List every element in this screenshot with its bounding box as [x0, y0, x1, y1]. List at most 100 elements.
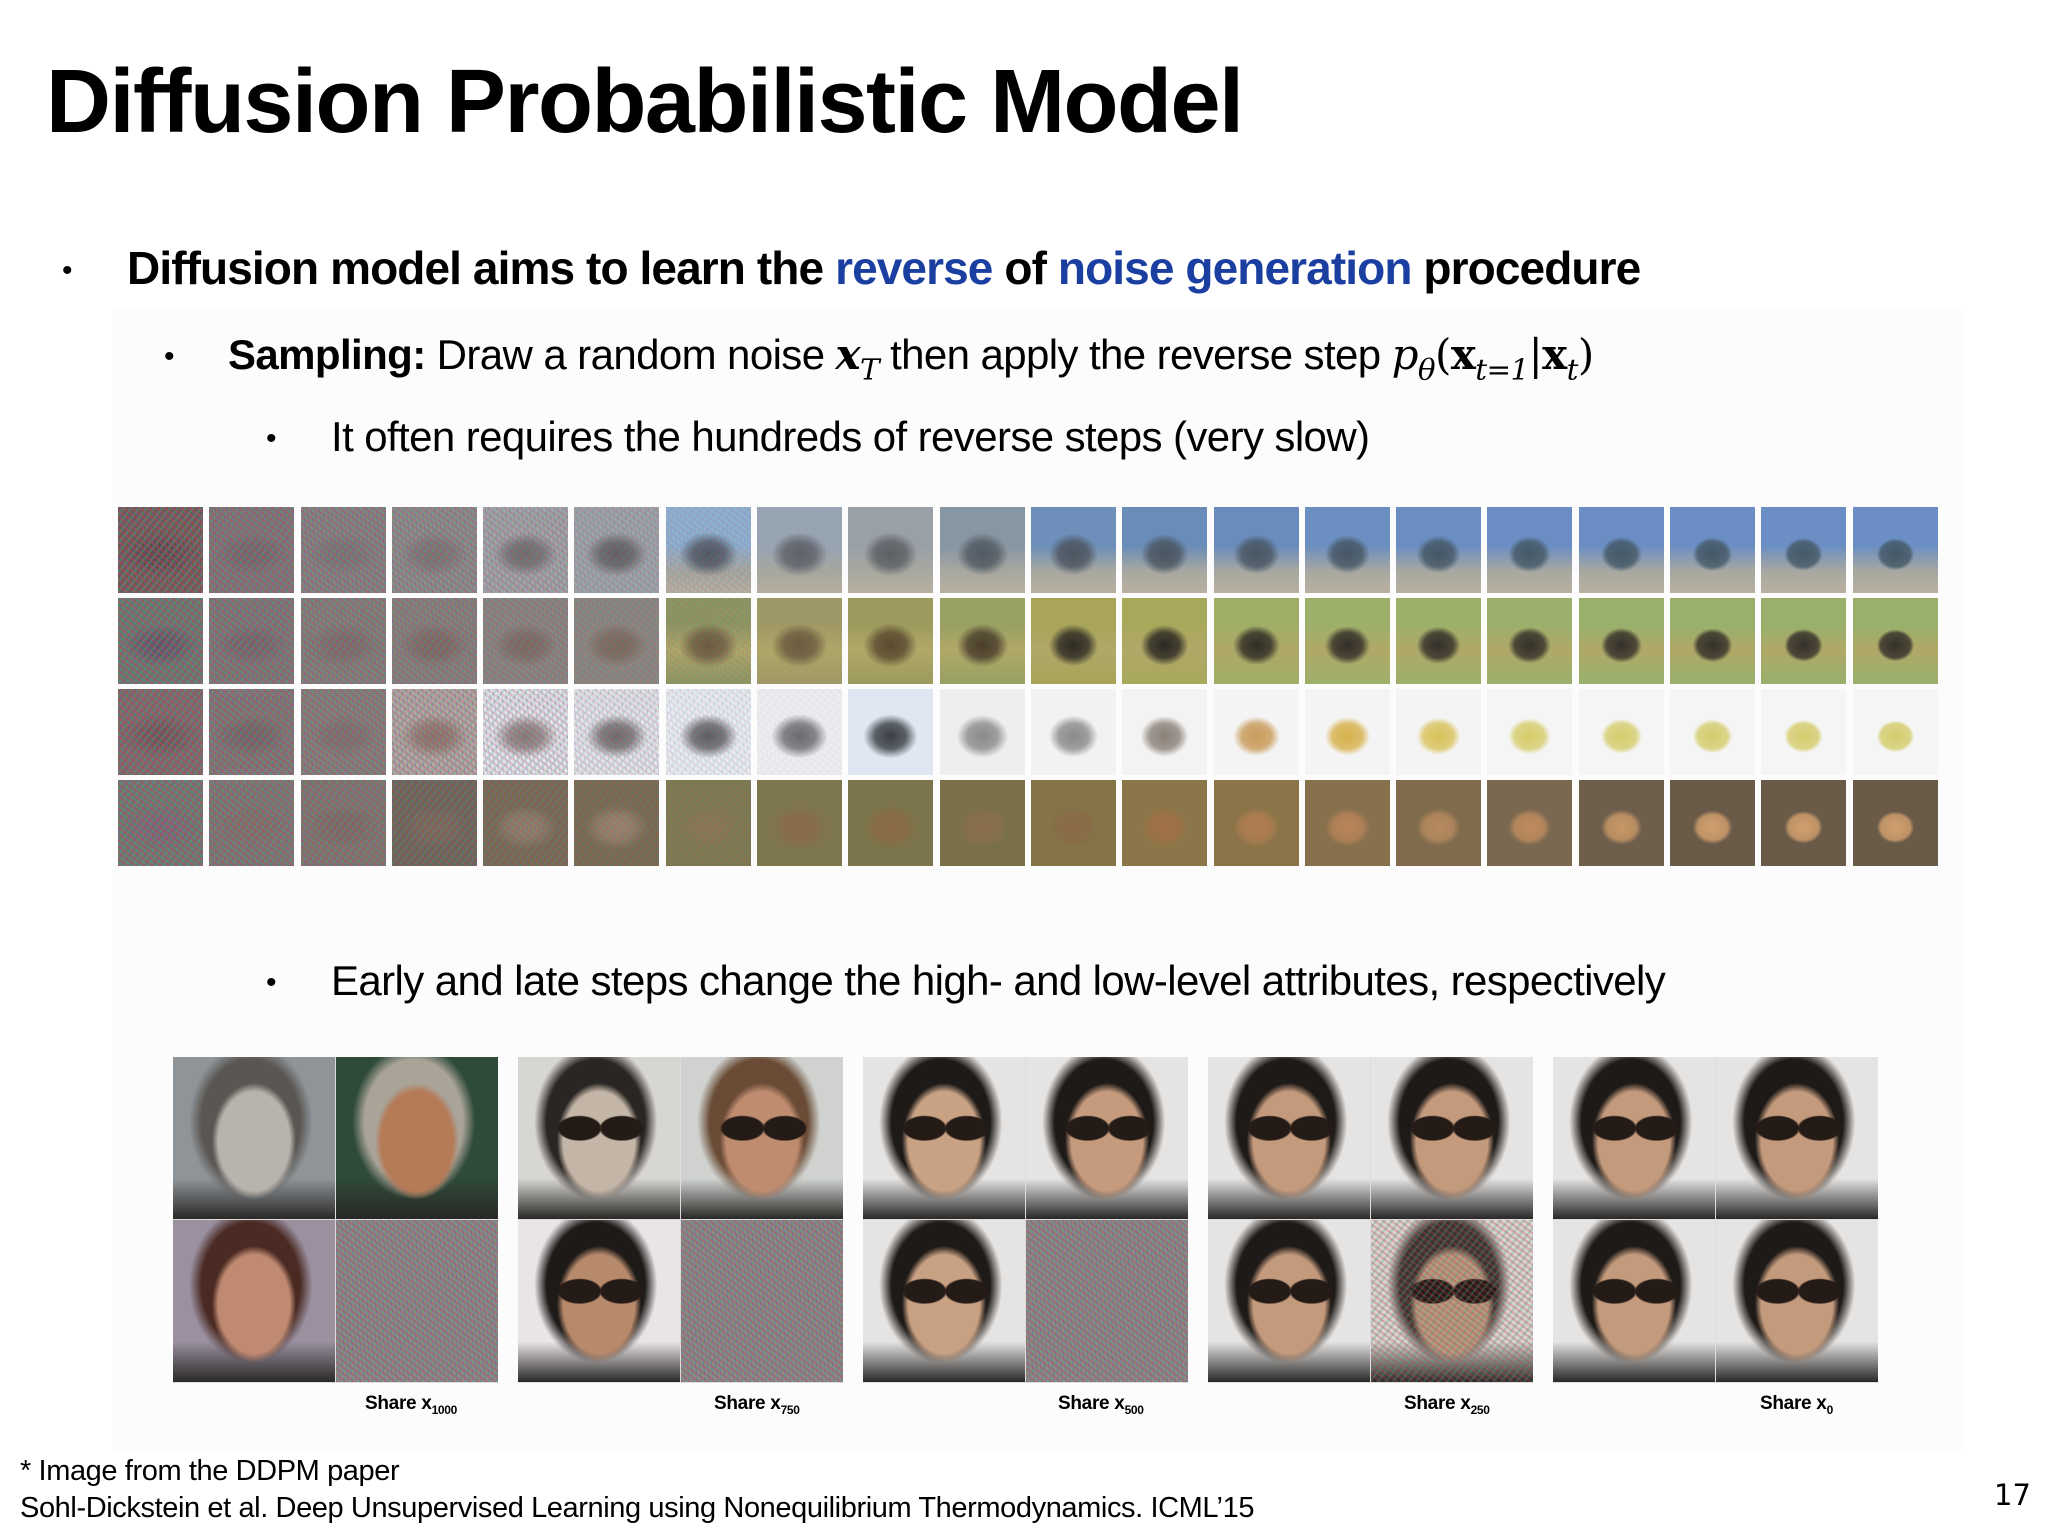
math-paren: ( [1435, 330, 1451, 379]
sample-tile-yellow-airplane-step-5 [483, 689, 569, 775]
bullet-dot: • [62, 254, 73, 287]
bullet-slow-sampling: It often requires the hundreds of revers… [331, 413, 1370, 460]
face-image-smiling-man [336, 1057, 498, 1219]
footnote-image-source: * Image from the DDPM paper [20, 1455, 400, 1487]
face-group-share-x0 [1553, 1057, 1878, 1383]
face-image-man-sunglasses [1208, 1220, 1370, 1382]
face-image-man-sunglasses [1716, 1220, 1878, 1382]
math-x-T: xT [835, 330, 880, 384]
caption-subscript: 500 [1124, 1403, 1144, 1417]
sample-tile-frog-on-ground-step-19 [1761, 780, 1847, 866]
sample-tile-frog-on-ground-step-16 [1487, 780, 1573, 866]
face-image-noise [336, 1220, 498, 1382]
face-group-share-x1000 [173, 1057, 498, 1383]
sample-tile-frog-on-ground-step-7 [665, 780, 751, 866]
sample-tile-yellow-airplane-step-9 [848, 689, 934, 775]
sample-tile-airplane-on-runway-step-1 [118, 507, 203, 593]
face-group-caption: Share x250 [1404, 1393, 1490, 1417]
sample-tile-yellow-airplane-step-16 [1487, 689, 1573, 775]
math-subscript: t [1566, 352, 1579, 387]
face-group-share-x750 [518, 1057, 843, 1383]
math-symbol: x [835, 330, 861, 379]
sample-tile-ostrich-in-field-step-18 [1670, 598, 1756, 684]
bullet-dot: • [266, 422, 277, 455]
sample-tile-frog-on-ground-step-12 [1122, 780, 1208, 866]
face-image-noise [1026, 1220, 1188, 1382]
sample-tile-frog-on-ground-step-18 [1670, 780, 1756, 866]
sample-tile-frog-on-ground-step-10 [939, 780, 1025, 866]
bullet-text: procedure [1411, 242, 1641, 294]
sample-tile-ostrich-in-field-step-3 [300, 598, 386, 684]
face-image-noise [681, 1220, 843, 1382]
sample-tile-yellow-airplane-step-10 [939, 689, 1025, 775]
face-group-caption: Share x500 [1058, 1393, 1144, 1417]
sample-tile-yellow-airplane-step-3 [300, 689, 386, 775]
face-image-man-sunglasses [1208, 1057, 1370, 1219]
sample-tile-ostrich-in-field-step-12 [1122, 598, 1208, 684]
sample-tile-yellow-airplane-step-11 [1030, 689, 1116, 775]
sample-tile-yellow-airplane-step-18 [1670, 689, 1756, 775]
bullet-text: then apply the reverse step [879, 331, 1392, 378]
sample-tile-frog-on-ground-step-2 [209, 780, 295, 866]
caption-text: Share x [714, 1393, 781, 1414]
sample-tile-ostrich-in-field-step-10 [939, 598, 1025, 684]
sample-tile-ostrich-in-field-step-16 [1487, 598, 1573, 684]
sample-tile-airplane-on-runway-step-3 [300, 507, 386, 593]
sample-tile-frog-on-ground-step-9 [848, 780, 934, 866]
face-group-caption: Share x0 [1760, 1393, 1833, 1417]
face-group-caption: Share x750 [714, 1393, 800, 1417]
sample-tile-airplane-on-runway-step-7 [665, 507, 751, 593]
sample-tile-airplane-on-runway-step-14 [1304, 507, 1390, 593]
sample-tile-yellow-airplane-step-4 [391, 689, 477, 775]
math-bar: | [1528, 330, 1543, 379]
caption-subscript: 750 [780, 1403, 800, 1417]
sample-tile-airplane-on-runway-step-4 [391, 507, 477, 593]
sample-tile-airplane-on-runway-step-20 [1852, 507, 1938, 593]
sample-tile-ostrich-in-field-step-17 [1578, 598, 1664, 684]
sample-tile-airplane-on-runway-step-6 [574, 507, 660, 593]
sample-tile-airplane-on-runway-step-11 [1030, 507, 1116, 593]
face-image-man-sunglasses [1553, 1220, 1715, 1382]
math-paren: ) [1577, 330, 1594, 379]
sample-tile-yellow-airplane-step-6 [574, 689, 660, 775]
math-subscript: T [860, 352, 880, 387]
slide-title: Diffusion Probabilistic Model [46, 52, 1244, 152]
caption-text: Share x [1404, 1393, 1471, 1414]
face-image-woman-grayscale [173, 1057, 335, 1219]
sample-tile-yellow-airplane-step-7 [665, 689, 751, 775]
highlight-reverse: reverse [835, 242, 993, 294]
sample-tile-airplane-on-runway-step-8 [757, 507, 843, 593]
sampling-label: Sampling: [228, 331, 426, 378]
sample-tile-airplane-on-runway-step-9 [848, 507, 934, 593]
bullet-dot: • [164, 340, 175, 373]
caption-text: Share x [365, 1393, 432, 1414]
bullet-text: Draw a random noise [425, 331, 836, 378]
caption-subscript: 250 [1470, 1403, 1490, 1417]
highlight-noise-generation: noise generation [1057, 242, 1413, 294]
face-image-man-sunglasses [1371, 1057, 1533, 1219]
sample-tile-frog-on-ground-step-4 [391, 780, 477, 866]
bullet-text: of [992, 242, 1058, 294]
footnote-citation: Sohl-Dickstein et al. Deep Unsupervised … [20, 1492, 1255, 1524]
sample-tile-ostrich-in-field-step-20 [1852, 598, 1938, 684]
sample-tile-ostrich-in-field-step-9 [848, 598, 934, 684]
sample-tile-ostrich-in-field-step-2 [209, 598, 295, 684]
math-symbol: x [1450, 330, 1476, 379]
face-image-man-sunglasses-pale [518, 1057, 680, 1219]
denoising-trajectory-grid [118, 507, 1938, 866]
face-image-man-sunglasses [681, 1057, 843, 1219]
sample-tile-airplane-on-runway-step-16 [1487, 507, 1573, 593]
sample-tile-ostrich-in-field-step-14 [1304, 598, 1390, 684]
sample-tile-airplane-on-runway-step-10 [939, 507, 1025, 593]
caption-subscript: 1000 [431, 1403, 458, 1417]
sample-tile-ostrich-in-field-step-13 [1213, 598, 1299, 684]
sample-tile-airplane-on-runway-step-19 [1761, 507, 1847, 593]
math-subscript: t=1 [1475, 352, 1529, 387]
face-image-man-sunglasses [1553, 1057, 1715, 1219]
math-subscript: θ [1417, 352, 1436, 387]
sample-tile-yellow-airplane-step-19 [1761, 689, 1847, 775]
sample-tile-airplane-on-runway-step-2 [209, 507, 295, 593]
sample-tile-yellow-airplane-step-17 [1578, 689, 1664, 775]
sample-tile-frog-on-ground-step-1 [118, 780, 203, 866]
sample-tile-frog-on-ground-step-11 [1030, 780, 1116, 866]
